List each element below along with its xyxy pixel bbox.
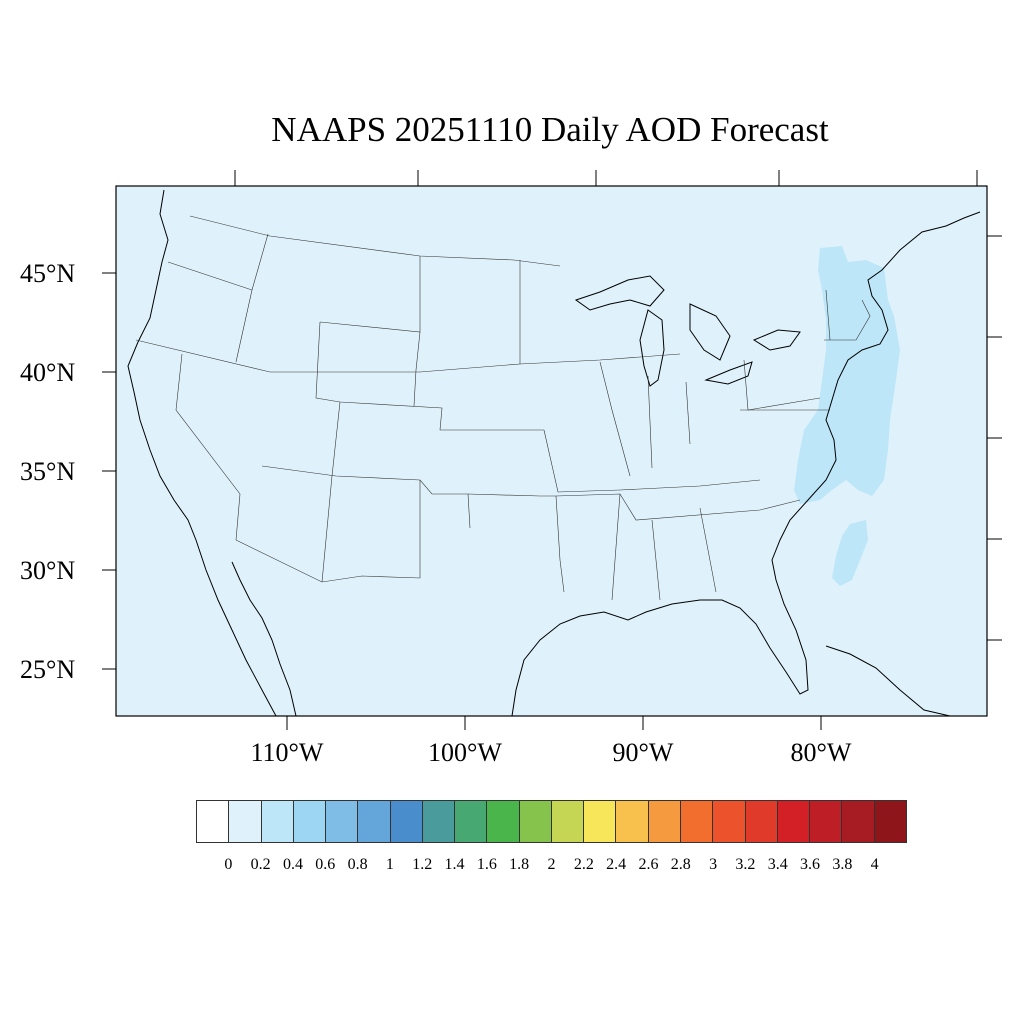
colorbar-swatch (810, 801, 843, 842)
colorbar-label: 2.4 (606, 856, 627, 873)
lat-label-45: 45°N (20, 259, 76, 288)
axis-ticks (102, 170, 1002, 730)
colorbar-label: 0.6 (315, 856, 336, 873)
colorbar-swatch (874, 801, 906, 842)
colorbar-swatch (745, 801, 778, 842)
colorbar-label: 2.8 (670, 856, 691, 873)
colorbar-label: 0.4 (282, 856, 303, 873)
colorbar-label: 1.4 (444, 856, 465, 873)
colorbar-label: 1.6 (476, 856, 497, 873)
colorbar-label: 0 (224, 856, 233, 873)
colorbar-swatch (584, 801, 617, 842)
colorbar-swatch (680, 801, 714, 842)
colorbar-label: 0.8 (347, 856, 368, 873)
colorbar-swatch (842, 801, 875, 842)
colorbar-swatch (229, 801, 262, 842)
colorbar-swatch (777, 801, 811, 842)
colorbar-swatch (326, 801, 359, 842)
colorbar-swatch (551, 801, 585, 842)
lat-label-40: 40°N (20, 358, 76, 387)
lon-label-100w: 100°W (428, 738, 502, 767)
lat-label-30: 30°N (20, 556, 76, 585)
aod-plume (794, 246, 900, 586)
colorbar-swatch (261, 801, 294, 842)
lat-label-25: 25°N (20, 655, 76, 684)
lon-label-110w: 110°W (250, 738, 324, 767)
colorbar-swatch (422, 801, 456, 842)
colorbar-label: 3.2 (735, 856, 756, 873)
colorbar-label: 2 (547, 856, 556, 873)
colorbar-label: 3.6 (800, 856, 821, 873)
colorbar-label: 1 (385, 856, 394, 873)
colorbar-swatch (293, 801, 327, 842)
state-borders (135, 215, 871, 601)
colorbar-swatch (358, 801, 391, 842)
colorbar-swatch (455, 801, 488, 842)
colorbar-swatch (713, 801, 746, 842)
colorbar-label: 0.2 (250, 856, 271, 873)
colorbar (196, 800, 907, 843)
lon-label-80w: 80°W (790, 738, 852, 767)
coastlines (127, 189, 981, 717)
page-title: NAAPS 20251110 Daily AOD Forecast (271, 110, 829, 149)
colorbar-label: 3.8 (832, 856, 853, 873)
colorbar-label: 1.8 (509, 856, 530, 873)
colorbar-swatch (648, 801, 681, 842)
colorbar-label: 4 (870, 856, 879, 873)
colorbar-swatch (390, 801, 423, 842)
colorbar-label: 3 (709, 856, 718, 873)
colorbar-swatch (519, 801, 552, 842)
colorbar-label: 2.6 (638, 856, 659, 873)
lon-label-90w: 90°W (612, 738, 674, 767)
lat-label-35: 35°N (20, 457, 76, 486)
colorbar-swatch (487, 801, 520, 842)
colorbar-swatch (616, 801, 649, 842)
colorbar-label: 2.2 (573, 856, 594, 873)
colorbar-swatch (197, 801, 230, 842)
colorbar-label: 1.2 (412, 856, 433, 873)
colorbar-label: 3.4 (767, 856, 788, 873)
